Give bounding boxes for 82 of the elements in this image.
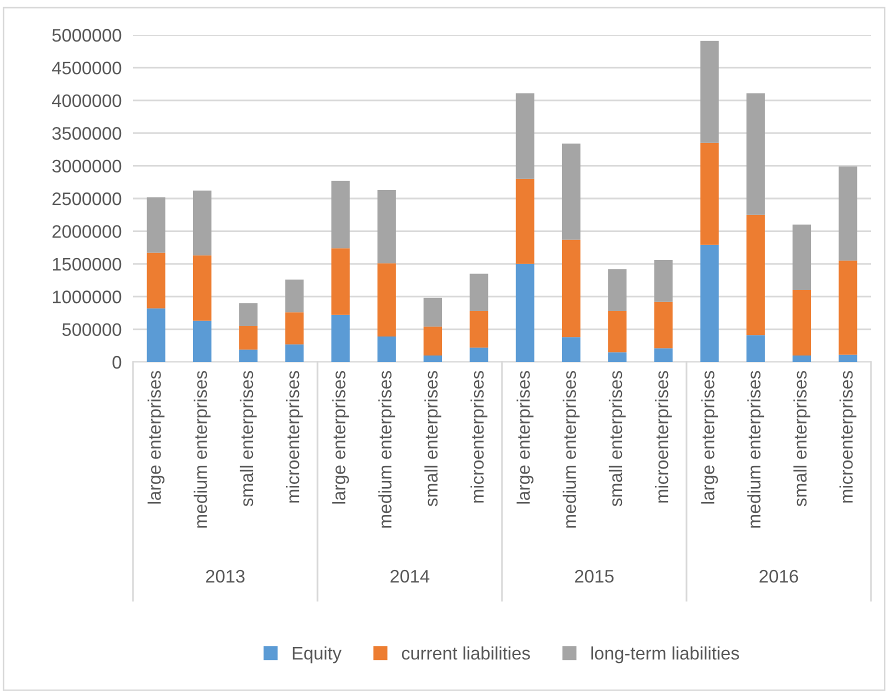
bar	[792, 290, 812, 356]
bar	[146, 197, 166, 253]
x-tick-label: medium enterprises	[747, 370, 764, 528]
bar	[470, 310, 488, 348]
bar	[146, 308, 166, 362]
x-tick-label: large enterprises	[332, 370, 349, 504]
bar	[192, 255, 212, 321]
bar	[562, 144, 580, 240]
bar	[608, 269, 627, 311]
bar	[239, 350, 258, 362]
bar	[792, 355, 812, 362]
x-tick-label: microenterprises	[470, 370, 488, 503]
bar	[516, 264, 534, 362]
y-tick-label: 5000000	[52, 28, 122, 42]
text: 2016	[760, 570, 798, 583]
bar	[654, 302, 673, 348]
bar	[516, 93, 534, 179]
y-tick-label: 4000000	[52, 94, 122, 108]
x-tick-label: small enterprises	[608, 370, 626, 506]
bar	[746, 93, 765, 215]
y-tick-label: 1000000	[52, 290, 122, 304]
y-tick-label: 2500000	[52, 192, 122, 206]
text: 2014	[390, 570, 430, 583]
bar	[608, 352, 627, 362]
x-tick-label: large enterprises	[701, 370, 718, 504]
y-tick-label: 2000000	[52, 225, 122, 238]
bar	[285, 280, 304, 312]
x-tick-label: large enterprises	[516, 370, 534, 504]
bar	[239, 303, 258, 326]
bar	[654, 348, 673, 362]
bar	[838, 260, 858, 355]
y-tick-label: 3000000	[52, 160, 122, 173]
bar	[331, 314, 350, 362]
bar	[838, 166, 858, 261]
bar	[192, 320, 212, 362]
bar	[285, 312, 304, 344]
bar	[792, 224, 812, 290]
y-tick-label: 1500000	[52, 258, 122, 271]
bar	[331, 248, 350, 315]
y-tick-label: 500000	[62, 323, 122, 336]
bar	[562, 337, 580, 362]
bar	[377, 190, 396, 264]
bar	[285, 344, 304, 362]
legend-label: Equity	[292, 646, 342, 664]
legend-label: current liabilities	[402, 646, 530, 660]
x-tick-label: medium enterprises	[562, 370, 580, 528]
x-tick-label: small enterprises	[793, 370, 810, 506]
y-tick-label: 4500000	[52, 62, 122, 74]
bar	[424, 355, 442, 362]
y-tick-label: 0	[112, 356, 122, 369]
x-tick-label: medium enterprises	[194, 370, 211, 528]
bar	[470, 348, 488, 362]
bar	[331, 180, 350, 248]
bar	[424, 326, 442, 356]
text: 2015	[575, 570, 614, 583]
bar	[377, 263, 396, 336]
bar	[700, 244, 719, 362]
bar	[700, 40, 719, 143]
x-tick-label: small enterprises	[240, 370, 257, 506]
x-tick-label: large enterprises	[148, 370, 164, 504]
x-tick-label: microenterprises	[286, 370, 303, 503]
y-tick-label: 3500000	[52, 127, 122, 140]
bar	[516, 178, 534, 264]
x-tick-label: small enterprises	[424, 370, 442, 506]
x-tick-label: medium enterprises	[378, 370, 396, 528]
bar	[192, 190, 212, 256]
bar	[146, 252, 166, 308]
bar	[746, 214, 765, 336]
bar	[700, 142, 719, 245]
text: 2013	[206, 570, 245, 583]
legend-label: long-term liabilities	[591, 646, 740, 664]
bar	[654, 260, 673, 302]
bar	[562, 240, 580, 338]
bar	[838, 354, 858, 362]
bar	[470, 274, 488, 311]
bar	[746, 335, 765, 362]
bar	[424, 298, 442, 327]
bar	[239, 326, 258, 350]
x-tick-label: microenterprises	[840, 370, 856, 503]
x-tick-label: microenterprises	[655, 370, 672, 503]
bar	[608, 310, 627, 352]
bar	[377, 336, 396, 362]
